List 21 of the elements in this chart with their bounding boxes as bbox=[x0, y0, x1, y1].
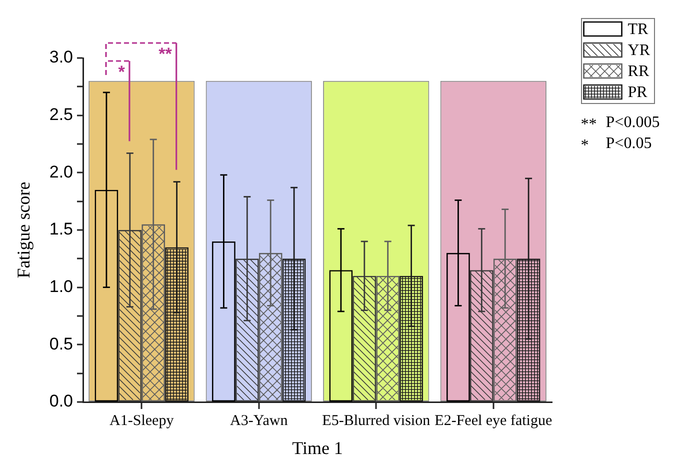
legend-label: RR bbox=[628, 63, 650, 80]
x-tick-label: A3-Yawn bbox=[230, 412, 288, 429]
legend-label: YR bbox=[628, 42, 650, 60]
y-tick-label: 2.0 bbox=[49, 162, 73, 182]
text: * P<0.05 bbox=[580, 135, 652, 154]
y-tick-label: 0.0 bbox=[49, 392, 73, 411]
y-tick-label: 0.5 bbox=[49, 334, 73, 354]
annotation: ** bbox=[158, 44, 172, 64]
x-axis-title: Time 1 bbox=[292, 438, 343, 458]
x-tick-label: E5-Blurred vision bbox=[322, 412, 431, 429]
text: ** P<0.005 bbox=[580, 114, 660, 134]
y-tick-label: 2.5 bbox=[49, 105, 73, 124]
x-tick-label: A1-Sleepy bbox=[110, 412, 174, 429]
y-tick-label: 1.0 bbox=[49, 277, 73, 296]
y-tick-label: 3.0 bbox=[49, 48, 73, 67]
x-tick-label: E2-Feel eye fatigue bbox=[434, 412, 552, 429]
annotation: * bbox=[118, 62, 126, 82]
legend-label: PR bbox=[628, 84, 648, 102]
y-tick-label: 1.5 bbox=[49, 220, 73, 239]
y-axis-title: Fatigue score bbox=[14, 182, 34, 278]
legend-label: TR bbox=[628, 21, 649, 38]
